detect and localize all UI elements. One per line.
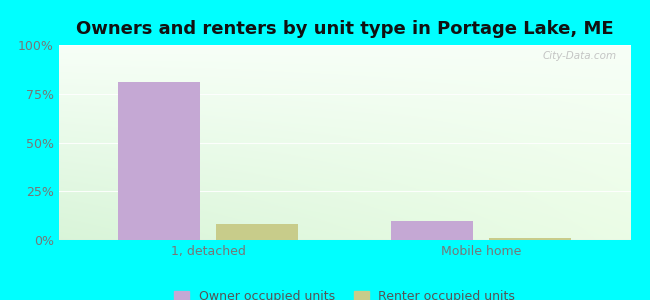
Bar <box>489 238 571 240</box>
Bar <box>118 82 200 240</box>
Title: Owners and renters by unit type in Portage Lake, ME: Owners and renters by unit type in Porta… <box>75 20 614 38</box>
Bar <box>391 220 473 240</box>
Bar <box>216 224 298 240</box>
Text: City-Data.com: City-Data.com <box>542 51 616 61</box>
Legend: Owner occupied units, Renter occupied units: Owner occupied units, Renter occupied un… <box>168 285 521 300</box>
